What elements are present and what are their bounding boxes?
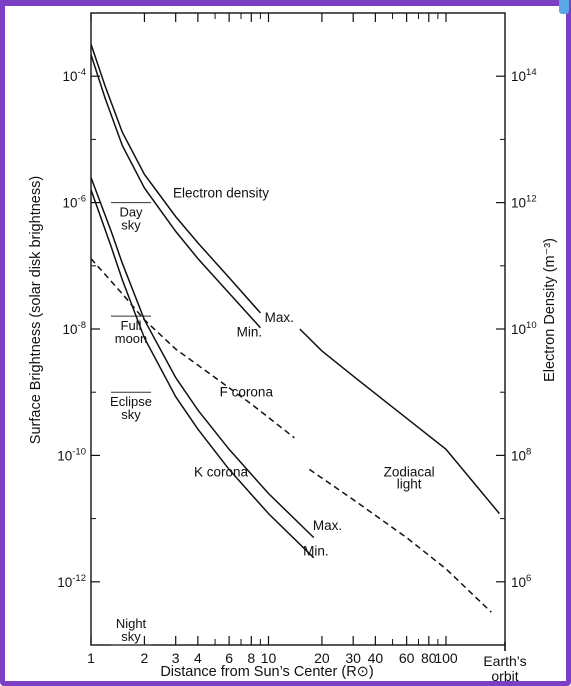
reference-label-full-moon-line1: Full xyxy=(121,318,142,333)
y-right-tick-label: 108 xyxy=(511,446,531,463)
earth-orbit-label-line2: orbit xyxy=(491,668,518,681)
plot-area-border xyxy=(90,12,506,646)
y-axis-left-label: Surface Brightness (solar disk brightnes… xyxy=(28,176,44,444)
y-right-tick-label: 1010 xyxy=(511,320,537,337)
y-axis-right-label: Electron Density (m⁻³) xyxy=(542,238,558,382)
x-tick-label: 1 xyxy=(87,650,95,666)
annotation-ed-max: Max. xyxy=(265,310,294,325)
y-left-tick-label: 10-6 xyxy=(63,194,86,211)
series-line-electron-density-min xyxy=(90,54,261,329)
series-line-electron-density-max xyxy=(90,44,261,314)
curves xyxy=(90,44,500,613)
x-axis-label: Distance from Sun’s Center (R⊙) xyxy=(160,664,373,680)
window-top-border xyxy=(0,0,571,6)
annotation-k-min: Min. xyxy=(303,544,329,559)
series-line-zodiacal-light xyxy=(308,468,492,613)
reference-label-day-sky-line1: Day xyxy=(119,205,143,220)
y-right-tick-label: 1012 xyxy=(511,194,537,211)
x-tick-label: 30 xyxy=(345,650,361,666)
reference-label-eclipse-sky-line1: Eclipse xyxy=(110,394,152,409)
y-left-tick-label: 10-4 xyxy=(63,67,86,84)
x-tick-label: 8 xyxy=(247,650,255,666)
series-line-f-corona xyxy=(90,258,295,439)
annotation-zodiacal-1: Zodiacal xyxy=(384,465,435,480)
y-right-tick-label: 1014 xyxy=(511,67,537,84)
series-line-k-corona-min xyxy=(90,189,315,559)
x-tick-label: 10 xyxy=(261,650,277,666)
y-left-tick-label: 10-8 xyxy=(63,320,86,337)
x-tick-label: 2 xyxy=(141,650,149,666)
y-right-tick-label: 106 xyxy=(511,573,531,590)
earth-orbit-label-line1: Earth’s xyxy=(483,653,526,669)
reference-label-eclipse-sky-line2: sky xyxy=(121,407,141,422)
x-tick-label: 3 xyxy=(172,650,180,666)
reference-label-night-sky-line1: Night xyxy=(116,616,147,631)
y-left-tick-label: 10-12 xyxy=(57,573,86,590)
annotation-zodiacal-2: light xyxy=(397,476,422,491)
annotation-electron-density: Electron density xyxy=(173,186,269,201)
series-line-k-corona-max xyxy=(90,177,315,539)
corner-marker-icon xyxy=(559,0,569,14)
x-tick-label: 80 xyxy=(421,650,437,666)
axes xyxy=(90,12,506,646)
annotation-f-corona: F corona xyxy=(220,384,274,399)
series-line-zodiacal-light-upper xyxy=(299,328,500,515)
x-tick-label: 40 xyxy=(368,650,384,666)
earth-orbit-label: Earth’s orbit xyxy=(483,653,526,681)
reference-label-full-moon-line2: moon xyxy=(115,331,148,346)
reference-label-day-sky-line2: sky xyxy=(121,218,141,233)
x-tick-label: 60 xyxy=(399,650,415,666)
y-left-tick-label: 10-10 xyxy=(57,446,86,463)
annotation-ed-min: Min. xyxy=(237,325,263,340)
reference-label-night-sky-line2: sky xyxy=(121,629,141,644)
annotation-k-max: Max. xyxy=(313,518,342,533)
x-tick-label: 4 xyxy=(194,650,202,666)
x-tick-label: 6 xyxy=(225,650,233,666)
x-tick-label: 100 xyxy=(434,650,458,666)
annotation-k-corona: K corona xyxy=(194,465,249,480)
x-tick-label: 20 xyxy=(314,650,330,666)
